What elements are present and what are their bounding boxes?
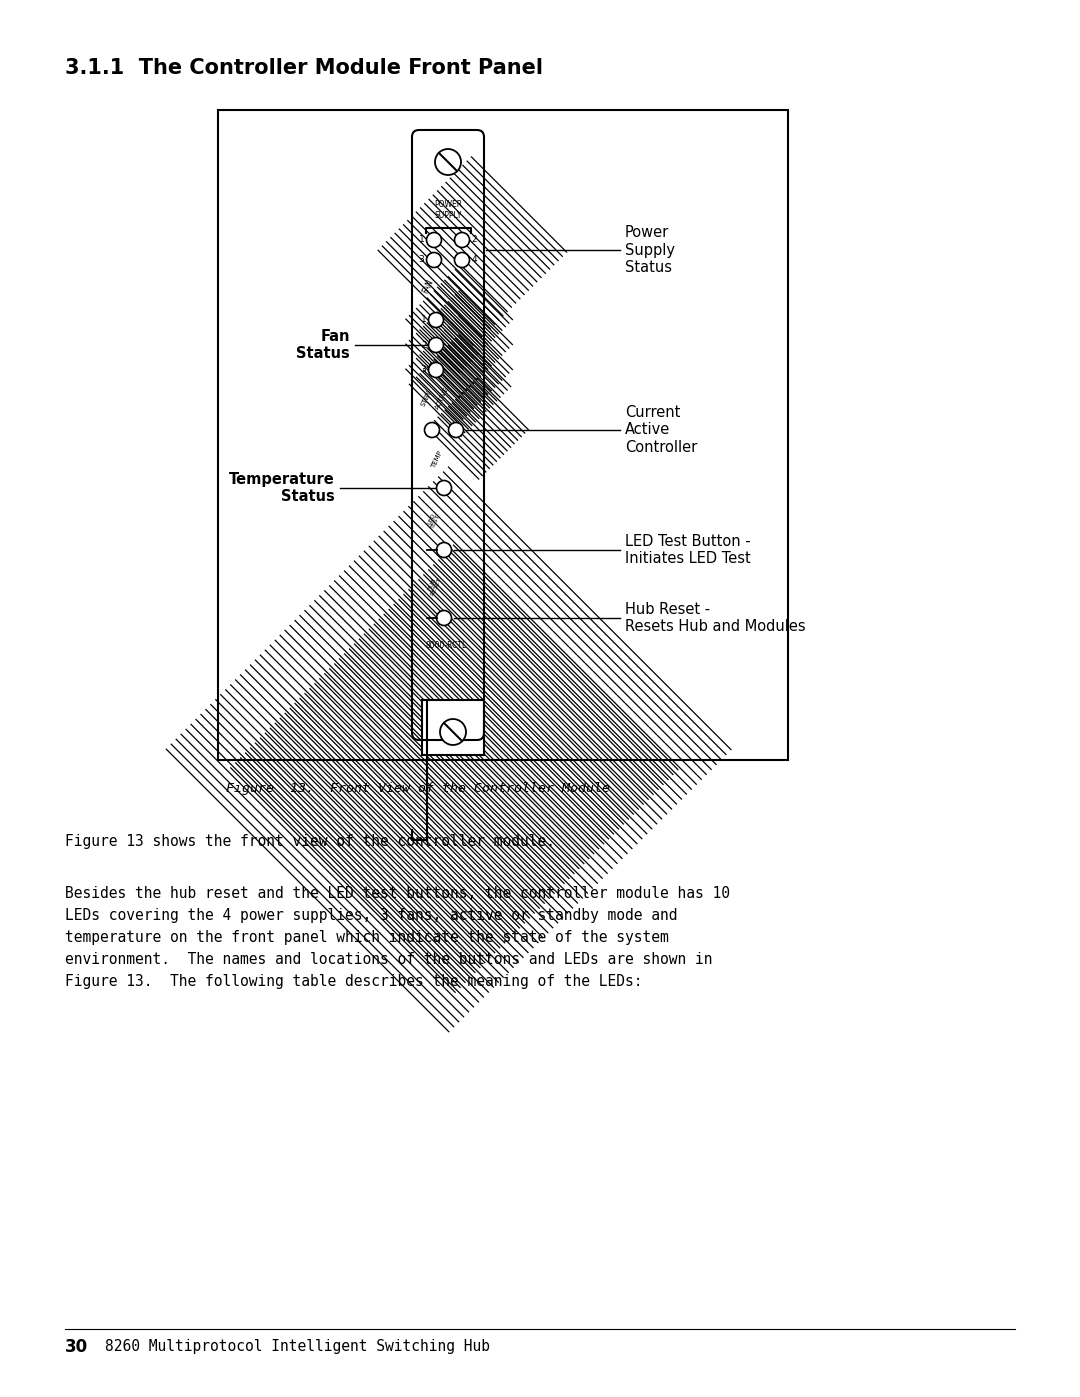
Text: Figure 13 shows the front view of the controller module.: Figure 13 shows the front view of the co… <box>65 834 555 849</box>
Bar <box>422 700 484 754</box>
Text: Current
Active
Controller: Current Active Controller <box>625 405 698 455</box>
Text: FAN: FAN <box>421 278 435 295</box>
Text: STBY: STBY <box>420 388 432 407</box>
Text: 2: 2 <box>472 236 477 244</box>
Circle shape <box>440 719 465 745</box>
Text: environment.  The names and locations of the buttons and LEDs are shown in: environment. The names and locations of … <box>65 951 713 967</box>
Text: Besides the hub reset and the LED test buttons, the controller module has 10: Besides the hub reset and the LED test b… <box>65 886 730 901</box>
Circle shape <box>427 232 442 247</box>
Circle shape <box>455 253 470 267</box>
Circle shape <box>436 481 451 496</box>
Bar <box>218 110 788 760</box>
Text: 1: 1 <box>419 236 424 244</box>
Circle shape <box>429 362 444 377</box>
Bar <box>411 130 484 740</box>
Text: TEMP: TEMP <box>430 450 444 469</box>
Text: ACTIVE: ACTIVE <box>434 386 450 411</box>
Text: 2: 2 <box>421 341 427 349</box>
Text: Hub Reset -
Resets Hub and Modules: Hub Reset - Resets Hub and Modules <box>625 602 806 634</box>
Circle shape <box>429 313 444 327</box>
Text: HUB
RESET: HUB RESET <box>426 574 443 597</box>
Text: Figure  13.  Front View of the Controller Module: Figure 13. Front View of the Controller … <box>226 782 610 795</box>
Circle shape <box>436 610 451 626</box>
Circle shape <box>436 542 451 557</box>
Circle shape <box>427 253 442 267</box>
Text: POWER
SUPPLY: POWER SUPPLY <box>434 200 462 219</box>
Circle shape <box>455 232 470 247</box>
Text: 30: 30 <box>65 1338 89 1356</box>
Circle shape <box>448 422 463 437</box>
Text: 8260 Multiprotocol Intelligent Switching Hub: 8260 Multiprotocol Intelligent Switching… <box>105 1340 490 1355</box>
Text: LED
TEST: LED TEST <box>427 511 442 529</box>
Text: 1: 1 <box>421 316 427 324</box>
Text: 3: 3 <box>419 256 424 264</box>
Text: 8000-RCTL: 8000-RCTL <box>426 640 467 650</box>
Circle shape <box>429 338 444 352</box>
Text: LEDs covering the 4 power supplies, 3 fans, active or standby mode and: LEDs covering the 4 power supplies, 3 fa… <box>65 908 677 923</box>
Text: Power
Supply
Status: Power Supply Status <box>625 225 675 275</box>
Text: 3: 3 <box>421 366 427 374</box>
Text: LED Test Button -
Initiates LED Test: LED Test Button - Initiates LED Test <box>625 534 751 566</box>
Text: Figure 13.  The following table describes the meaning of the LEDs:: Figure 13. The following table describes… <box>65 974 643 989</box>
Text: 3.1.1  The Controller Module Front Panel: 3.1.1 The Controller Module Front Panel <box>65 59 543 78</box>
Circle shape <box>435 149 461 175</box>
Text: Fan
Status: Fan Status <box>296 328 350 362</box>
Circle shape <box>424 422 440 437</box>
Text: 4: 4 <box>472 256 477 264</box>
Text: temperature on the front panel which indicate the state of the system: temperature on the front panel which ind… <box>65 930 669 944</box>
Text: Temperature
Status: Temperature Status <box>229 472 335 504</box>
